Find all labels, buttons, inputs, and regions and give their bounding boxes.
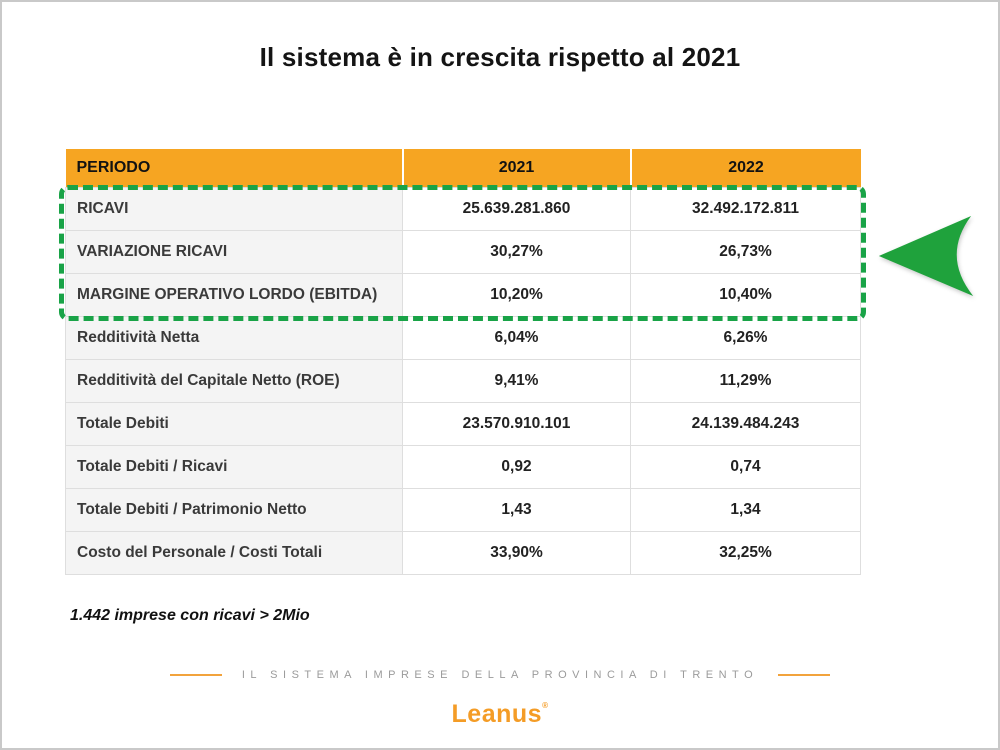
cell-2021: 0,92 xyxy=(402,445,631,489)
row-label: Redditività del Capitale Netto (ROE) xyxy=(65,359,403,403)
row-label: Redditività Netta xyxy=(65,316,403,360)
row-label: VARIAZIONE RICAVI xyxy=(65,230,403,274)
row-label: RICAVI xyxy=(65,187,403,231)
cell-2021: 1,43 xyxy=(402,488,631,532)
col-header-periodo: PERIODO xyxy=(65,149,404,188)
table-row: Redditività del Capitale Netto (ROE) 9,41… xyxy=(65,359,861,403)
cell-2022: 24.139.484.243 xyxy=(630,402,861,446)
cell-2022: 6,26% xyxy=(630,316,861,360)
header-row: PERIODO 2021 2022 xyxy=(65,149,861,188)
row-label: Totale Debiti xyxy=(65,402,403,446)
table-row: Redditività Netta 6,04% 6,26% xyxy=(65,316,861,360)
cell-2022: 32.492.172.811 xyxy=(630,187,861,231)
footer-line-right xyxy=(778,674,831,676)
table-row-highlighted: MARGINE OPERATIVO LORDO (EBITDA) 10,20% 10… xyxy=(65,273,861,317)
financial-table: PERIODO 2021 2022 RICAVI 25.639.281.860 32… xyxy=(59,149,866,575)
footer-text: IL SISTEMA IMPRESE DELLA PROVINCIA DI TR… xyxy=(241,669,759,681)
table-header: PERIODO 2021 2022 xyxy=(65,149,861,188)
kpi-table: PERIODO 2021 2022 RICAVI 25.639.281.860 32… xyxy=(65,149,861,575)
col-header-2022: 2022 xyxy=(630,149,861,188)
cell-2022: 0,74 xyxy=(630,445,861,489)
footer: IL SISTEMA IMPRESE DELLA PROVINCIA DI TR… xyxy=(2,669,998,681)
cell-2022: 11,29% xyxy=(630,359,861,403)
cell-2022: 10,40% xyxy=(630,273,861,317)
cell-2021: 9,41% xyxy=(402,359,631,403)
row-label: Totale Debiti / Patrimonio Netto xyxy=(65,488,403,532)
cell-2021: 30,27% xyxy=(402,230,631,274)
table-row: Totale Debiti / Ricavi 0,92 0,74 xyxy=(65,445,861,489)
registered-mark-icon: ® xyxy=(542,701,549,710)
table-row-highlighted: RICAVI 25.639.281.860 32.492.172.811 xyxy=(65,187,861,231)
cell-2022: 26,73% xyxy=(630,230,861,274)
cell-2022: 32,25% xyxy=(630,531,861,575)
table-body: RICAVI 25.639.281.860 32.492.172.811 VARIAZ… xyxy=(65,187,861,575)
cell-2022: 1,34 xyxy=(630,488,861,532)
table-row-highlighted: VARIAZIONE RICAVI 30,27% 26,73% xyxy=(65,230,861,274)
col-header-2021: 2021 xyxy=(402,149,632,188)
logo-text: Leanus xyxy=(451,700,543,728)
table-row: Costo del Personale / Costi Totali 33,90%… xyxy=(65,531,861,575)
table-row: Totale Debiti 23.570.910.101 24.139.484.24… xyxy=(65,402,861,446)
cell-2021: 10,20% xyxy=(402,273,631,317)
row-label: Totale Debiti / Ricavi xyxy=(65,445,403,489)
row-label: Costo del Personale / Costi Totali xyxy=(65,531,403,575)
cell-2021: 25.639.281.860 xyxy=(402,187,631,231)
row-label: MARGINE OPERATIVO LORDO (EBITDA) xyxy=(65,273,403,317)
slide-title: Il sistema è in crescita rispetto al 202… xyxy=(259,42,741,72)
cell-2021: 23.570.910.101 xyxy=(402,402,631,446)
cell-2021: 33,90% xyxy=(402,531,631,575)
leanus-logo: Leanus® xyxy=(2,700,998,729)
footnote: 1.442 imprese con ricavi > 2Mio xyxy=(70,607,310,624)
table-row: Totale Debiti / Patrimonio Netto 1,43 1,34 xyxy=(65,488,861,532)
left-arrow-icon xyxy=(878,216,974,296)
footer-line-left xyxy=(169,674,222,676)
cell-2021: 6,04% xyxy=(402,316,631,360)
